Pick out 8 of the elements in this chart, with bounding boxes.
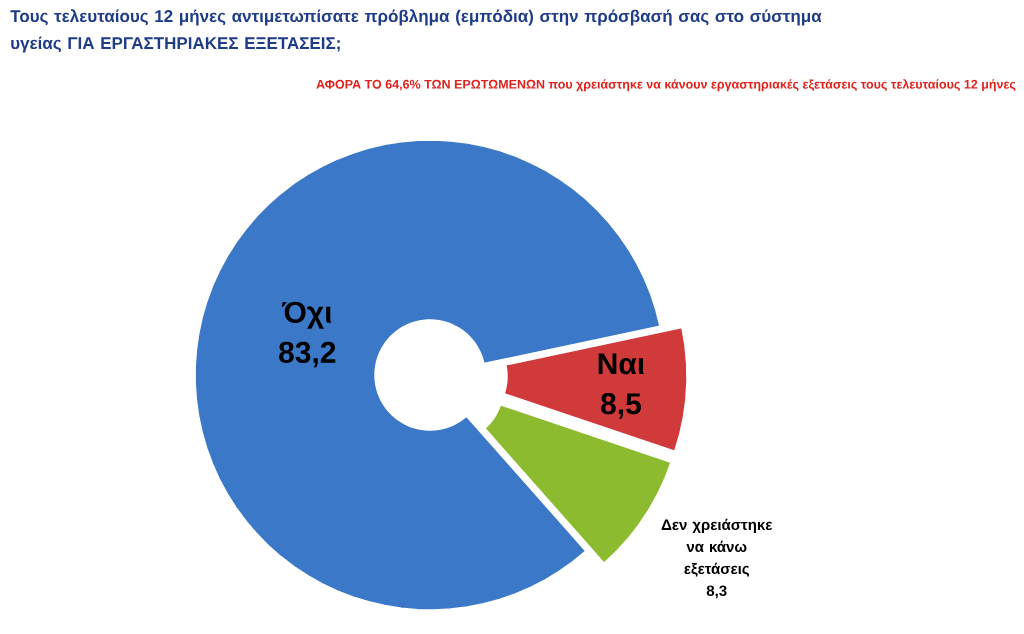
slice-label: Όχι	[281, 301, 332, 329]
data-label: 8,5	[601, 393, 641, 419]
chart-title: Τους τελευταίους 12 μήνες αντιμετωπίσατε πρόβλημα (εμπόδια) στην πρόσβασή σας στο σύστημα υγείας ΓΙΑ ΕΡΓΑΣΤΗΡΙΑΚΕΣ ΕΞΕΤΑΣΕΙΣ;	[10, 9, 822, 53]
data-label: 83,2	[279, 341, 336, 368]
slice-label: Δεν χρειάστηκε να κάνω εξετάσεις	[661, 518, 773, 577]
chart-subtitle: ΑΦΟΡΑ ΤΟ 64,6% ΤΩΝ ΕΡΩΤΩΜΕΝΩΝ που χρειάστηκε να κάνουν εργαστηριακές εξετάσεις τους τελευταίους 12 μήνες	[316, 79, 1016, 92]
data-label: 8,3	[706, 585, 727, 599]
slice-label: Ναι	[598, 353, 645, 375]
